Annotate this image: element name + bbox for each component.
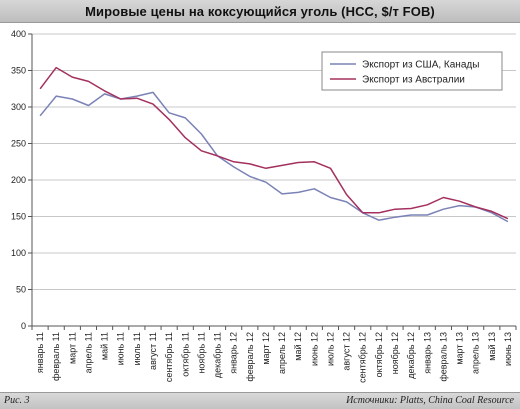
x-tick-label: январь 12 xyxy=(229,332,239,374)
x-tick-label: январь 13 xyxy=(422,332,432,374)
x-tick-label: март 12 xyxy=(261,332,271,365)
x-tick-label: февраль 11 xyxy=(51,332,61,381)
y-tick-label: 350 xyxy=(11,66,26,76)
grid-lines xyxy=(32,33,516,290)
x-tick-label: август 11 xyxy=(148,332,158,370)
series-lines xyxy=(39,66,509,223)
legend-label-australia: Экспорт из Австралии xyxy=(362,75,465,86)
x-tick-label: ноябрь 11 xyxy=(196,332,206,374)
x-tick-label: февраль 13 xyxy=(438,332,448,382)
y-tick-label: 250 xyxy=(11,139,26,149)
x-tick-label: апрель 13 xyxy=(471,332,481,374)
x-tick-label: октябрь 11 xyxy=(180,332,190,377)
legend-label-usa: Экспорт из США, Канады xyxy=(362,60,479,71)
x-tick-label: август 12 xyxy=(342,332,352,371)
x-tick-label: май 11 xyxy=(100,332,110,360)
x-tick-label: январь 11 xyxy=(35,332,45,373)
legend: Экспорт из США, Канады Экспорт из Австра… xyxy=(321,51,503,91)
y-tick-label: 300 xyxy=(11,102,26,112)
x-tick-label: июнь 12 xyxy=(309,332,319,366)
x-tick-label: май 13 xyxy=(487,332,497,361)
x-tick-label: июль 12 xyxy=(325,332,335,366)
y-tick-label: 400 xyxy=(11,29,26,39)
x-tick-label: июнь 13 xyxy=(503,332,513,366)
x-tick-label: сентябрь 12 xyxy=(358,332,368,383)
footer: Рис. 3 Источники: Platts, China Coal Res… xyxy=(0,392,520,409)
x-tick-label: март 13 xyxy=(455,332,465,365)
figure-label: Рис. 3 xyxy=(4,395,30,406)
x-tick-labels: январь 11 февраль 11 март 11 апрель 11 май 1… xyxy=(31,326,517,383)
x-tick-label: март 11 xyxy=(67,332,77,364)
series-line-usa xyxy=(39,91,509,223)
chart-title: Мировые цены на коксующийся уголь (HCC, … xyxy=(0,0,520,23)
y-tick-label: 200 xyxy=(11,175,26,185)
x-tick-label: февраль 12 xyxy=(245,332,255,382)
chart-svg: 0 50 100 150 200 250 300 350 400 январь 11 феврал… xyxy=(11,29,517,383)
x-tick-label: июль 11 xyxy=(132,332,142,365)
x-tick-label: апрель 11 xyxy=(83,332,93,373)
x-tick-label: декабрь 11 xyxy=(213,332,223,378)
x-tick-label: ноябрь 12 xyxy=(390,332,400,374)
x-tick-label: декабрь 12 xyxy=(406,332,416,379)
x-tick-label: апрель 12 xyxy=(277,332,287,374)
series-line-australia xyxy=(39,66,509,220)
y-tick-label: 50 xyxy=(16,285,26,295)
y-tick-labels: 0 50 100 150 200 250 300 350 400 xyxy=(11,29,32,331)
x-tick-label: сентябрь 11 xyxy=(164,332,174,382)
x-tick-label: октябрь 12 xyxy=(374,332,384,377)
y-tick-label: 100 xyxy=(11,248,26,258)
sources-note: Источники: Platts, China Coal Resource xyxy=(346,395,514,406)
y-tick-label: 0 xyxy=(21,321,26,331)
x-tick-label: май 12 xyxy=(293,332,303,361)
x-tick-label: июнь 11 xyxy=(116,332,126,365)
y-tick-label: 150 xyxy=(11,212,26,222)
legend-box xyxy=(321,51,503,91)
